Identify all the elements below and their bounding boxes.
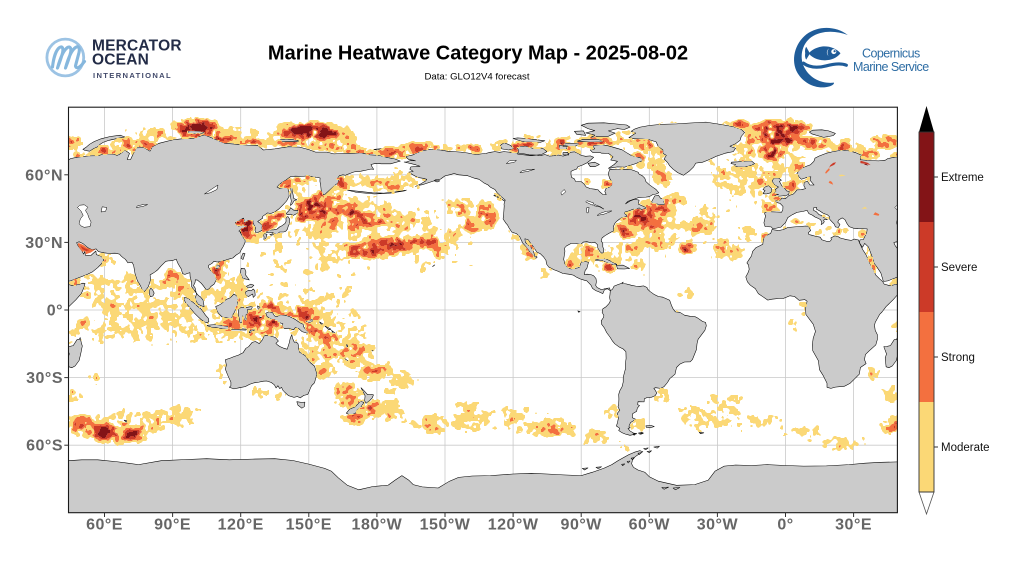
svg-text:Marine Service: Marine Service [853,60,929,74]
svg-text:30°S: 30°S [26,370,63,387]
svg-text:Data: GLO12V4 forecast: Data: GLO12V4 forecast [424,72,529,83]
svg-text:OCEAN: OCEAN [92,52,149,69]
svg-text:120°W: 120°W [488,517,539,534]
svg-text:30°W: 30°W [697,517,739,534]
svg-text:0°: 0° [777,517,793,534]
svg-text:90°E: 90°E [154,517,191,534]
svg-text:INTERNATIONAL: INTERNATIONAL [93,71,172,80]
svg-text:150°W: 150°W [420,517,471,534]
svg-text:60°E: 60°E [86,517,123,534]
svg-text:Extreme: Extreme [941,172,984,184]
svg-text:60°N: 60°N [25,167,63,184]
svg-text:Severe: Severe [941,262,977,274]
svg-text:Moderate: Moderate [941,442,990,454]
svg-text:60°W: 60°W [629,517,671,534]
svg-text:30°N: 30°N [25,235,63,252]
svg-text:150°E: 150°E [286,517,332,534]
svg-text:180°W: 180°W [352,517,403,534]
svg-text:Marine Heatwave Category Map -: Marine Heatwave Category Map - 2025-08-0… [268,43,688,65]
svg-text:MERCATOR: MERCATOR [92,38,182,55]
svg-text:60°S: 60°S [26,438,63,455]
svg-text:0°: 0° [47,303,63,320]
svg-text:90°W: 90°W [561,517,603,534]
svg-text:120°E: 120°E [218,517,264,534]
svg-text:Strong: Strong [941,352,975,364]
svg-text:30°E: 30°E [835,517,872,534]
svg-text:Copernicus: Copernicus [862,46,920,60]
